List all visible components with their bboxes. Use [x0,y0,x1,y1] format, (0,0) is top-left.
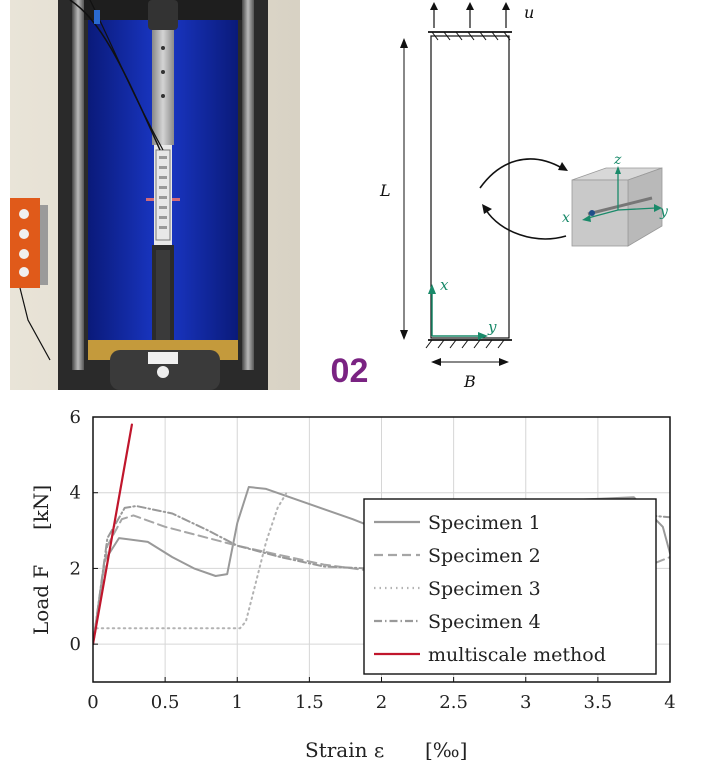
photo-label-d02: D02 [330,352,368,390]
x-axis-label: Strain ε [305,738,384,762]
length-label: L [379,181,391,200]
legend-label: Specimen 3 [428,578,541,600]
load-strain-chart: 0 0.5 1 1.5 2 2.5 3 3.5 4 0 2 4 6 Strain ε [‰] Load … [29,407,676,762]
x-tick-label: 3.5 [584,692,613,713]
test-rig-photo [10,0,300,390]
axis-x-label: x [440,276,449,294]
legend-label: multiscale method [428,644,606,666]
x-axis-unit: [‰] [425,738,467,762]
legend-label: Specimen 4 [428,611,541,633]
y-tick-label: 0 [70,634,81,655]
x-tick-label: 1 [232,692,243,713]
series-line-1 [93,486,383,646]
y-tick-label: 2 [70,558,81,579]
legend-label: Specimen 1 [428,512,541,534]
x-tick-label: 1.5 [295,692,324,713]
displacement-label: u [524,3,534,22]
chart-ticks: 0 0.5 1 1.5 2 2.5 3 3.5 4 0 2 4 6 [70,407,676,713]
y-axis-unit: [kN] [29,485,53,530]
series-line-2 [93,514,383,646]
series-fragment-line [654,556,670,564]
legend-label: Specimen 2 [428,545,541,567]
y-tick-label: 4 [70,483,81,504]
cube-axis-z-label: z [613,152,622,168]
cube-axis-y-label: y [659,204,669,220]
x-tick-label: 0.5 [151,692,180,713]
x-tick-label: 0 [87,692,98,713]
chart-series [93,423,670,646]
y-tick-label: 6 [70,407,81,428]
width-label: B [463,372,476,391]
chart-legend: Specimen 1 Specimen 2 Specimen 3 Specimen 4… [363,498,657,675]
cube-axis-x-label: x [562,210,570,226]
x-tick-label: 4 [664,692,675,713]
axis-y-label: y [487,318,497,336]
x-tick-label: 3 [520,692,531,713]
specimen-schematic: u L B x y [330,2,669,391]
y-axis-label: Load F [29,565,53,635]
x-tick-label: 2 [376,692,387,713]
series-line-5 [93,423,133,646]
series-line-3 [93,489,289,646]
series-line-4 [93,505,383,646]
x-tick-label: 2.5 [439,692,468,713]
